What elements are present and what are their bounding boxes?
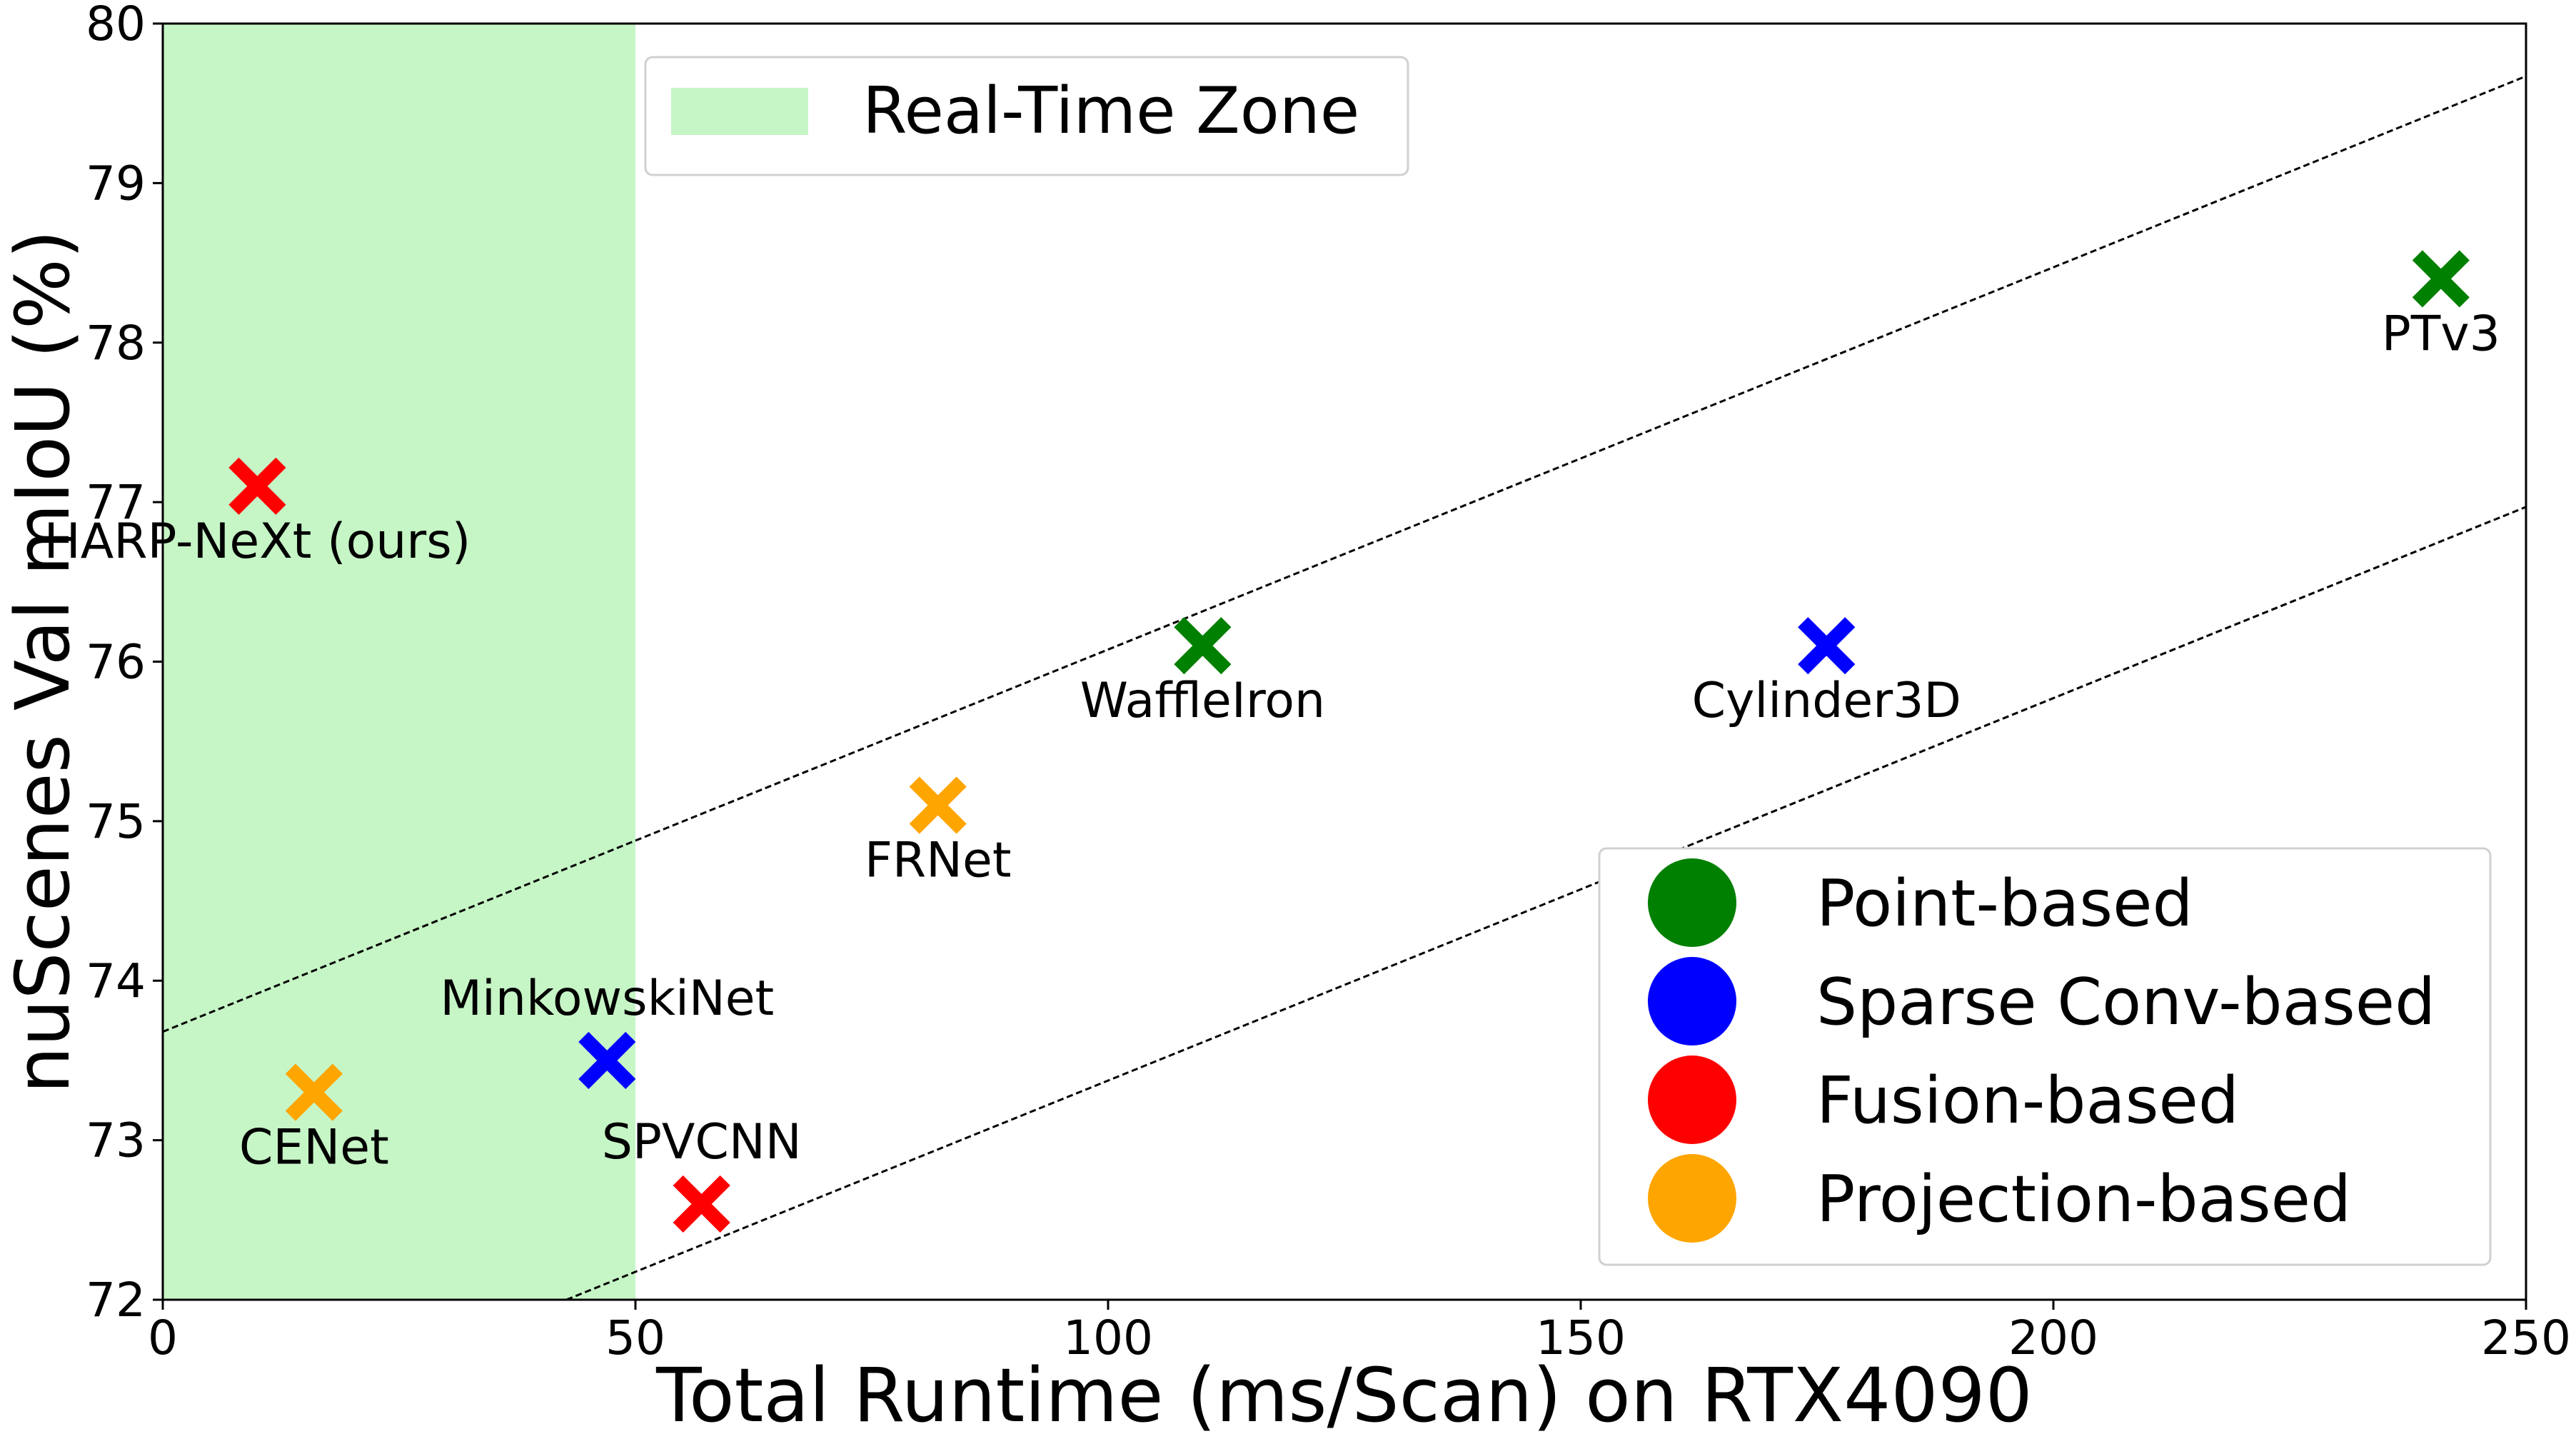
y-tick-label: 79 bbox=[86, 156, 146, 211]
point-ptv3 bbox=[2412, 250, 2470, 308]
trend-line-1 bbox=[162, 75, 2527, 1033]
point-label-spvcnn: SPVCNN bbox=[602, 1114, 802, 1170]
point-cylinder3d bbox=[1798, 617, 1856, 675]
x-tick-label: 50 bbox=[605, 1310, 665, 1365]
point-cenet bbox=[285, 1063, 343, 1121]
zone-legend-box bbox=[644, 56, 1409, 176]
y-tick-label: 74 bbox=[86, 953, 146, 1008]
y-tick-label: 75 bbox=[86, 794, 146, 849]
point-minkowskinet bbox=[578, 1031, 636, 1090]
point-frnet bbox=[909, 776, 967, 834]
point-label-frnet: FRNet bbox=[865, 833, 1012, 889]
x-tick-label: 100 bbox=[1063, 1310, 1153, 1365]
point-label-cenet: CENet bbox=[239, 1120, 389, 1176]
trend-line-2 bbox=[565, 506, 2527, 1301]
legend-marker-sparse-conv-based bbox=[1648, 957, 1736, 1046]
point-spvcnn bbox=[673, 1175, 730, 1233]
x-tick-label: 200 bbox=[2008, 1310, 2098, 1365]
legend-marker-point-based bbox=[1648, 858, 1736, 947]
x-tick-label: 150 bbox=[1536, 1310, 1626, 1365]
y-tick-label: 77 bbox=[86, 475, 146, 530]
point-label-ptv3: PTv3 bbox=[2382, 306, 2500, 362]
legend-marker-projection-based bbox=[1648, 1154, 1736, 1243]
y-tick-label: 80 bbox=[86, 0, 146, 51]
y-tick-label: 72 bbox=[86, 1273, 146, 1328]
y-axis-label: nuScenes Val mIoU (%) bbox=[0, 230, 86, 1094]
x-axis-label: Total Runtime (ms/Scan) on RTX4090 bbox=[655, 1352, 2033, 1434]
legend-marker-fusion-based bbox=[1648, 1056, 1736, 1144]
category-legend: Point-based Sparse Conv-based Fusion-based… bbox=[1598, 847, 2492, 1266]
point-label-harp-next-ours: HARP-NeXt (ours) bbox=[44, 513, 471, 570]
legend-label-fusion-based: Fusion-based bbox=[1816, 1063, 2239, 1138]
point-harp-next-ours bbox=[228, 457, 286, 515]
y-tick-label: 76 bbox=[86, 635, 146, 690]
legend-label-sparse-conv-based: Sparse Conv-based bbox=[1816, 965, 2435, 1040]
legend-label-point-based: Point-based bbox=[1816, 866, 2193, 941]
legend-label-projection-based: Projection-based bbox=[1816, 1162, 2351, 1237]
zone-legend: Real-Time Zone bbox=[644, 56, 1409, 176]
real-time-zone bbox=[163, 24, 635, 1300]
point-waffleiron bbox=[1174, 617, 1232, 675]
category-legend-box bbox=[1598, 847, 2492, 1266]
point-label-waffleiron: WaffleIron bbox=[1080, 673, 1325, 729]
y-tick-label: 78 bbox=[86, 316, 146, 371]
point-label-cylinder3d: Cylinder3D bbox=[1692, 673, 1961, 729]
x-tick-label: 0 bbox=[148, 1310, 178, 1365]
zone-legend-label: Real-Time Zone bbox=[862, 74, 1359, 149]
zone-legend-swatch bbox=[671, 88, 808, 135]
x-tick-label: 250 bbox=[2481, 1310, 2571, 1365]
point-label-minkowskinet: MinkowskiNet bbox=[440, 971, 774, 1027]
y-tick-label: 73 bbox=[86, 1113, 146, 1168]
